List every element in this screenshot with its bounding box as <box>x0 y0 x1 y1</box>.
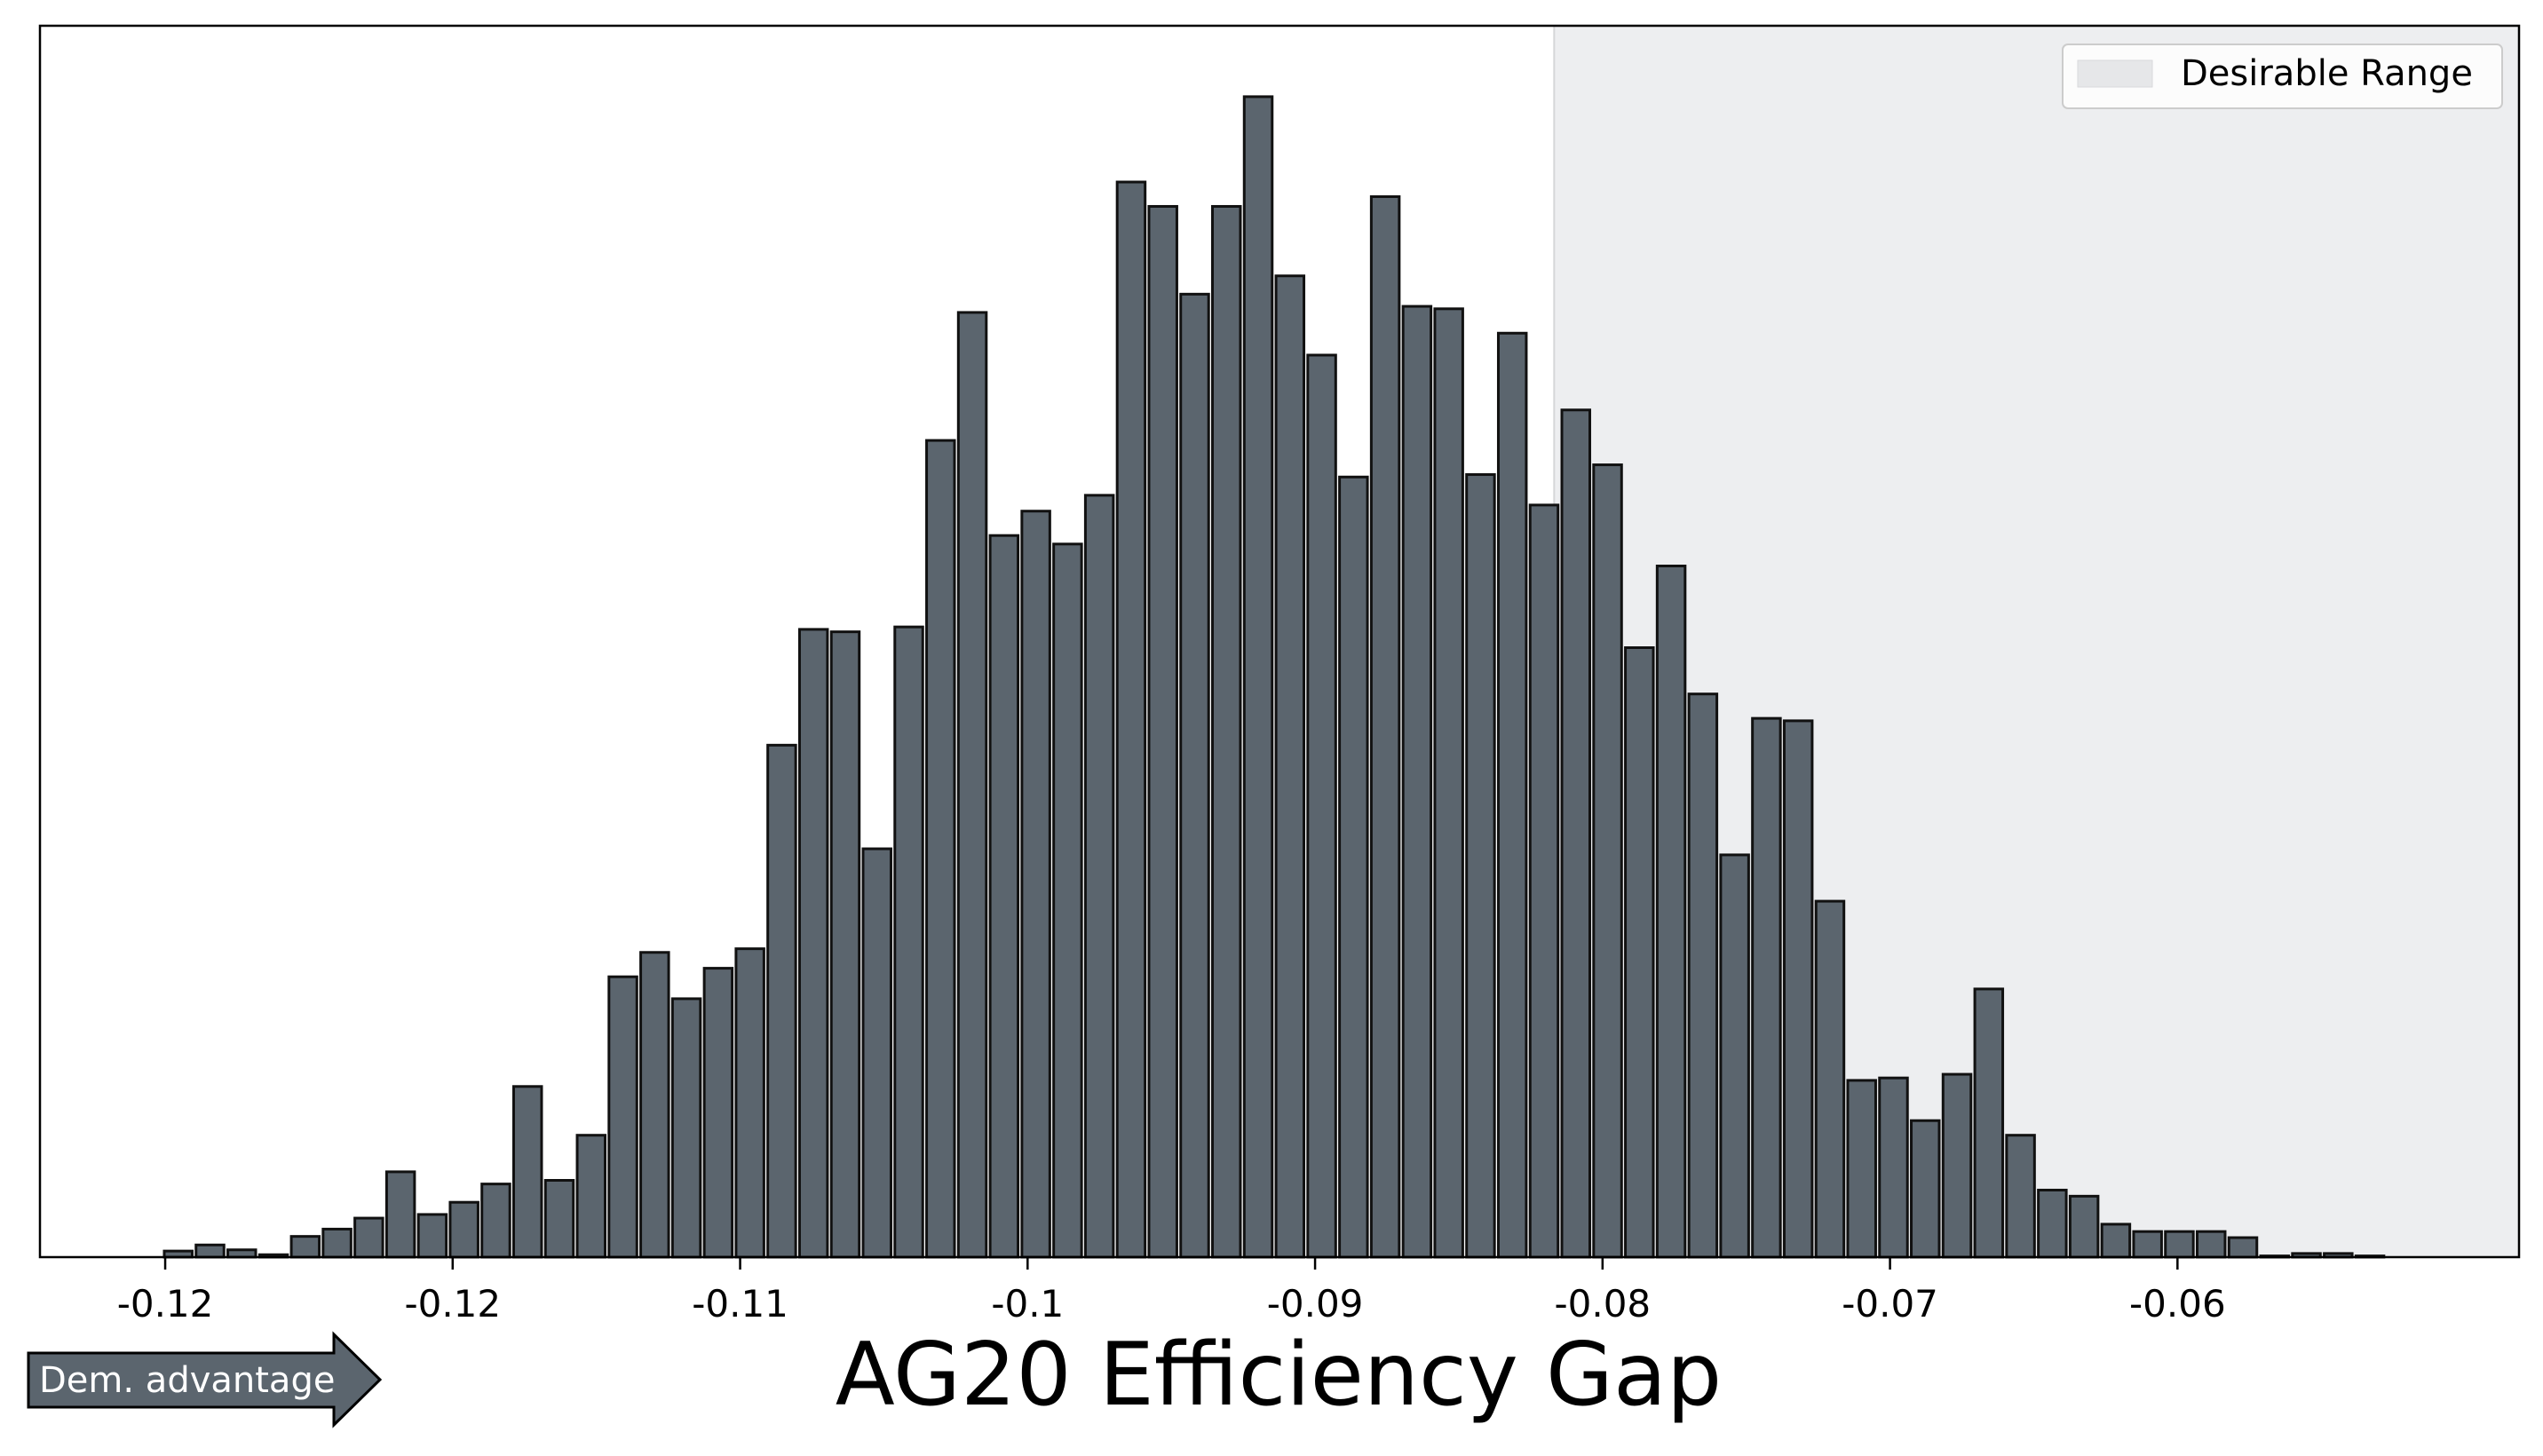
histogram-bar <box>575 1134 607 1259</box>
histogram-bar <box>1083 494 1115 1259</box>
legend-label-desirable-range: Desirable Range <box>2181 53 2473 94</box>
histogram-bar <box>1973 987 2005 1259</box>
histogram-bar <box>1782 719 1814 1259</box>
histogram-bar <box>2195 1230 2227 1259</box>
histogram-bar <box>1433 307 1464 1259</box>
x-tick-label: -0.12 <box>117 1282 214 1325</box>
histogram-bar <box>353 1216 384 1259</box>
histogram-bar <box>1052 542 1083 1259</box>
histogram-bar <box>670 997 702 1259</box>
histogram-bar <box>1306 353 1337 1259</box>
histogram-bar <box>1274 274 1306 1259</box>
histogram-bar <box>1878 1076 1909 1259</box>
histogram-bar <box>1179 292 1210 1259</box>
x-tick-label: -0.07 <box>1842 1282 1938 1325</box>
x-axis-ticks: -0.12 -0.12 -0.11 -0.1 -0.09 -0.08 -0.07 -0.06 <box>117 1257 2226 1325</box>
histogram-bar <box>2132 1230 2163 1259</box>
histogram-bars <box>162 95 2386 1259</box>
plot-frame <box>38 24 2521 1259</box>
histogram-bar <box>1910 1119 1941 1259</box>
x-tick-label: -0.08 <box>1554 1282 1651 1325</box>
histogram-bar <box>988 534 1020 1259</box>
histogram-bar <box>1814 899 1846 1259</box>
histogram-bar <box>480 1183 511 1259</box>
legend-swatch-desirable-range <box>2077 59 2153 88</box>
histogram-bar <box>2164 1230 2195 1259</box>
x-tick-label: -0.06 <box>2129 1282 2226 1325</box>
histogram-bar <box>1624 646 1655 1259</box>
x-tick-label: -0.1 <box>991 1282 1064 1325</box>
histogram-bar <box>766 743 797 1259</box>
histogram-bar <box>448 1200 479 1259</box>
histogram-bar <box>1115 180 1147 1259</box>
histogram-bar <box>829 630 861 1259</box>
histogram-bar <box>702 967 734 1259</box>
histogram-bar <box>1147 204 1178 1259</box>
dem-advantage-label: Dem. advantage <box>39 1360 335 1401</box>
dem-advantage-arrow: Dem. advantage <box>27 1331 383 1428</box>
histogram-bar <box>1592 463 1623 1259</box>
histogram-bar <box>1369 194 1401 1259</box>
histogram-bar <box>1687 692 1719 1259</box>
histogram-bar <box>1528 503 1560 1259</box>
histogram-bar <box>194 1243 226 1259</box>
histogram-bar <box>289 1235 321 1259</box>
histogram-bar <box>734 947 765 1259</box>
histogram-bar <box>607 975 638 1259</box>
histogram-bar <box>1211 204 1242 1259</box>
histogram-bar <box>1338 475 1369 1259</box>
histogram-bar <box>384 1170 416 1259</box>
histogram-bar <box>1846 1079 1877 1259</box>
histogram-bar <box>1496 331 1528 1259</box>
histogram-bar <box>2037 1188 2068 1259</box>
x-tick-label: -0.11 <box>692 1282 788 1325</box>
histogram-bar <box>1401 305 1433 1259</box>
histogram-bar <box>797 628 829 1259</box>
histogram-bar <box>416 1213 448 1259</box>
histogram-bar <box>2068 1194 2100 1259</box>
histogram-bar <box>2005 1134 2036 1259</box>
legend-frame <box>2062 44 2503 109</box>
x-axis-label: AG20 Efficiency Gap <box>836 1325 1723 1426</box>
histogram-bar <box>1465 473 1496 1259</box>
histogram-bar <box>321 1227 353 1259</box>
histogram-bar <box>2227 1236 2259 1259</box>
histogram-bar <box>956 311 988 1259</box>
x-tick-label: -0.12 <box>404 1282 501 1325</box>
histogram-bar <box>1655 565 1687 1259</box>
histogram-bar <box>925 439 956 1259</box>
histogram-bar <box>893 625 924 1259</box>
legend: Desirable Range <box>2062 44 2503 109</box>
histogram-bar <box>1719 853 1750 1259</box>
histogram-bar <box>1941 1072 1973 1259</box>
histogram-bar <box>543 1179 575 1259</box>
histogram-bar <box>1020 510 1051 1259</box>
histogram-bar <box>639 951 670 1259</box>
histogram-bar <box>1751 716 1782 1259</box>
histogram-bar <box>1242 95 1274 1259</box>
histogram-bar <box>861 847 892 1259</box>
histogram-bar <box>2100 1223 2132 1259</box>
x-tick-label: -0.09 <box>1267 1282 1364 1325</box>
histogram-bar <box>1560 408 1591 1259</box>
arrow-icon <box>27 1331 383 1428</box>
histogram-bar <box>511 1085 543 1259</box>
